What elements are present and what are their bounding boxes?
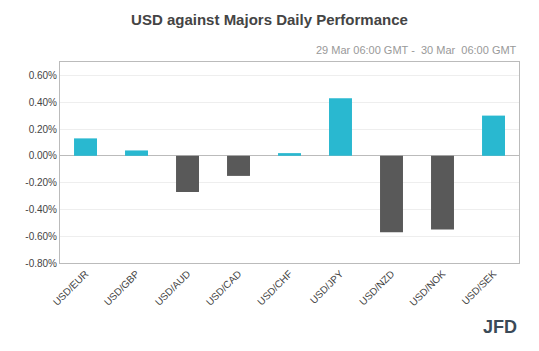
svg-text:USD/SEK: USD/SEK [460, 268, 499, 307]
svg-text:-0.20%: -0.20% [25, 177, 57, 188]
svg-text:29 Mar 06:00 GMT - 30 Mar 06: 29 Mar 06:00 GMT - 30 Mar 06:00 GMT [316, 44, 517, 56]
svg-text:USD/NZD: USD/NZD [357, 268, 396, 307]
svg-text:USD against Majors Daily Perfo: USD against Majors Daily Performance [131, 11, 408, 28]
svg-text:USD/GBP: USD/GBP [102, 268, 142, 308]
svg-text:0.40%: 0.40% [29, 97, 57, 108]
svg-text:0.60%: 0.60% [29, 70, 57, 81]
svg-text:USD/NOK: USD/NOK [407, 268, 447, 308]
svg-text:-0.40%: -0.40% [25, 204, 57, 215]
svg-text:0.20%: 0.20% [29, 124, 57, 135]
svg-text:-0.80%: -0.80% [25, 258, 57, 269]
svg-text:USD/CAD: USD/CAD [204, 268, 244, 308]
svg-text:USD/EUR: USD/EUR [51, 268, 91, 308]
svg-text:-0.60%: -0.60% [25, 231, 57, 242]
svg-text:USD/JPY: USD/JPY [308, 268, 346, 306]
svg-text:USD/AUD: USD/AUD [153, 268, 193, 308]
svg-text:0.00%: 0.00% [29, 150, 57, 161]
svg-text:USD/CHF: USD/CHF [255, 268, 294, 307]
svg-text:JFD: JFD [483, 317, 517, 337]
